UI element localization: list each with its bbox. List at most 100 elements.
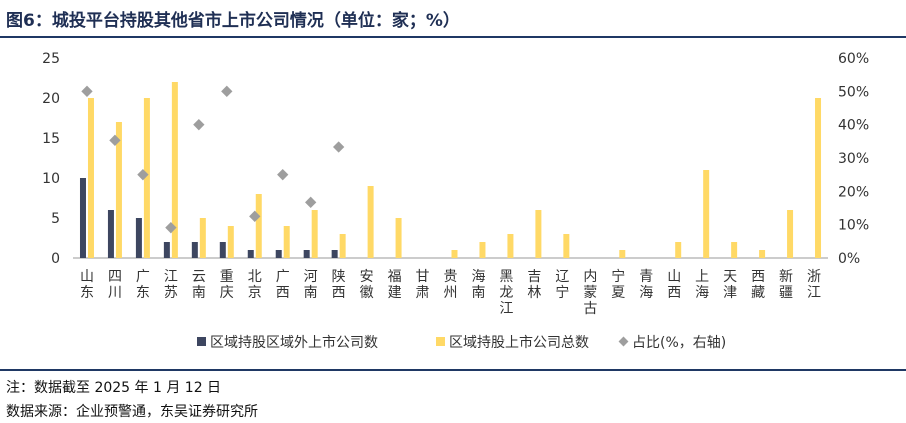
x-tick-label: 浙江 — [807, 269, 821, 301]
legend-swatch-total — [436, 337, 445, 346]
bottom-rule — [0, 369, 906, 371]
right-tick-label: 40% — [838, 118, 869, 134]
x-tick-label: 西藏 — [751, 269, 765, 301]
x-tick-label: 贵州 — [444, 269, 458, 301]
left-tick-label: 15 — [42, 131, 60, 147]
x-tick-label: 山东 — [80, 269, 94, 301]
outside-bar — [79, 178, 86, 258]
ratio-point — [193, 119, 205, 131]
left-axis: 0 5 10 15 20 25 — [42, 51, 60, 267]
ratio-point — [221, 85, 233, 97]
total-bar — [339, 234, 346, 258]
total-bar — [283, 226, 290, 258]
x-tick-label: 安徽 — [360, 269, 374, 301]
outside-bar — [247, 250, 254, 258]
x-tick-label: 吉林 — [527, 269, 541, 301]
ratio-point — [249, 210, 261, 222]
x-tick-label: 四川 — [108, 269, 122, 301]
outside-bar — [191, 242, 198, 258]
left-tick-label: 5 — [51, 211, 60, 227]
total-bars — [87, 82, 822, 258]
chart: 0 5 10 15 20 25 0% 10% 20% 30% 40% 50% 60% 山东四川广东江苏… — [42, 51, 869, 351]
top-rule — [0, 36, 906, 38]
date-note: 注：数据截至 2025 年 1 月 12 日 — [6, 380, 222, 396]
right-tick-label: 30% — [838, 151, 869, 167]
outside-bar — [331, 250, 338, 258]
total-bar — [787, 210, 794, 258]
legend: 区域持股区域外上市公司数 区域持股上市公司总数 占比(%，右轴) — [197, 334, 726, 351]
outside-bar — [219, 242, 226, 258]
total-bar — [227, 226, 234, 258]
x-tick-label: 辽宁 — [555, 269, 569, 301]
ratio-point — [137, 169, 149, 181]
total-bar — [171, 82, 178, 258]
outside-bar — [107, 210, 114, 258]
legend-swatch-outside — [197, 337, 206, 346]
total-bar — [563, 234, 570, 258]
total-bar — [311, 210, 318, 258]
x-tick-label: 黑龙江 — [499, 269, 513, 317]
x-tick-label: 内蒙古 — [583, 269, 597, 317]
x-tick-label: 海南 — [471, 269, 485, 301]
right-axis: 0% 10% 20% 30% 40% 50% 60% — [838, 51, 869, 267]
total-bar — [619, 250, 626, 258]
total-bar — [115, 122, 122, 258]
outside-bar — [303, 250, 310, 258]
outside-bar — [275, 250, 282, 258]
source-note: 数据来源：企业预警通，东吴证券研究所 — [6, 404, 258, 420]
ratio-point — [332, 141, 345, 153]
x-tick-label: 云南 — [192, 269, 206, 301]
legend-label-total: 区域持股上市公司总数 — [449, 334, 589, 351]
outside-bar — [163, 242, 170, 258]
x-tick-label: 广东 — [136, 269, 150, 301]
total-bar — [479, 242, 486, 258]
total-bar — [703, 170, 710, 258]
total-bar — [143, 98, 150, 258]
left-tick-label: 25 — [42, 51, 60, 67]
x-tick-label: 新疆 — [779, 269, 793, 301]
total-bar — [367, 186, 374, 258]
left-tick-label: 0 — [51, 251, 60, 267]
total-bar — [451, 250, 458, 258]
outside-bars — [79, 178, 338, 258]
ratio-point — [109, 134, 121, 146]
x-tick-label: 甘肃 — [416, 269, 430, 301]
x-tick-label: 天津 — [723, 269, 737, 301]
x-tick-label: 陕西 — [332, 269, 346, 301]
x-tick-label: 宁夏 — [611, 268, 625, 301]
right-tick-label: 0% — [838, 251, 860, 267]
figure-header: 图6：城投平台持股其他省市上市公司情况（单位：家；%） — [0, 0, 906, 36]
total-bar — [731, 242, 738, 258]
right-tick-label: 60% — [838, 51, 869, 67]
legend-label-ratio: 占比(%，右轴) — [632, 335, 726, 351]
x-tick-label: 江苏 — [164, 269, 178, 301]
outside-bar — [135, 218, 142, 258]
left-tick-label: 10 — [42, 171, 60, 187]
x-tick-label: 河南 — [304, 269, 318, 301]
total-bar — [535, 210, 542, 258]
right-tick-label: 20% — [838, 184, 869, 200]
right-tick-label: 10% — [838, 218, 869, 234]
total-bar — [255, 194, 262, 258]
legend-swatch-ratio — [618, 336, 629, 347]
total-bar — [675, 242, 682, 258]
total-bar — [815, 98, 822, 258]
total-bar — [759, 250, 766, 258]
right-tick-label: 50% — [838, 84, 869, 100]
total-bar — [507, 234, 514, 258]
total-bar — [87, 98, 94, 258]
x-tick-label: 上海 — [695, 269, 709, 301]
ratio-point — [277, 169, 289, 181]
left-tick-label: 20 — [42, 91, 60, 107]
x-tick-label: 重庆 — [220, 269, 234, 301]
ratio-point — [81, 85, 93, 97]
legend-label-outside: 区域持股区域外上市公司数 — [210, 334, 378, 351]
x-tick-label: 青海 — [639, 269, 653, 301]
x-tick-label: 广西 — [276, 269, 290, 301]
x-tick-label: 北京 — [248, 269, 262, 301]
figure-title: 图6：城投平台持股其他省市上市公司情况（单位：家；%） — [6, 11, 460, 31]
x-axis-labels: 山东四川广东江苏云南重庆北京广西河南陕西安徽福建甘肃贵州海南黑龙江吉林辽宁内蒙古… — [80, 268, 821, 317]
x-tick-label: 山西 — [667, 269, 681, 301]
ratio-point — [305, 196, 317, 208]
ratio-point — [165, 222, 177, 234]
